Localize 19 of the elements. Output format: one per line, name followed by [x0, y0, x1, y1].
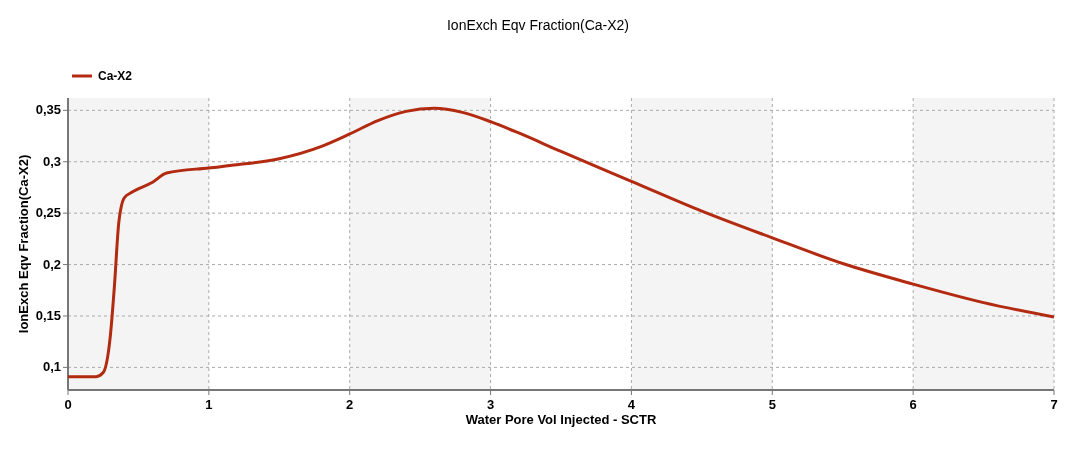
line-series	[68, 106, 1056, 379]
x-tick-label: 0	[64, 397, 72, 412]
x-tick-label: 7	[1050, 397, 1058, 412]
x-tick-label: 1	[205, 397, 213, 412]
y-axis-title: IonExch Eqv Fraction(Ca-X2)	[16, 154, 31, 334]
y-tick-label: 0,2	[42, 256, 61, 272]
x-axis-title: Water Pore Vol Injected - SCTR	[465, 412, 657, 427]
x-tick-label: 2	[346, 397, 354, 412]
x-tick-label: 5	[768, 397, 776, 412]
y-tick-label: 0,15	[35, 307, 61, 323]
x-tick-label: 3	[486, 397, 495, 412]
y-tick-label: 0,25	[35, 205, 61, 221]
x-tick-label: 6	[909, 397, 917, 412]
y-tick-label: 0,35	[35, 102, 61, 118]
legend-label: Ca-X2	[98, 69, 133, 83]
chart-title: IonExch Eqv Fraction(Ca-X2)	[446, 17, 630, 33]
y-tick-label: 0,1	[42, 359, 61, 375]
y-tick-label: 0,3	[42, 153, 61, 169]
x-tick-label: 4	[627, 397, 636, 412]
